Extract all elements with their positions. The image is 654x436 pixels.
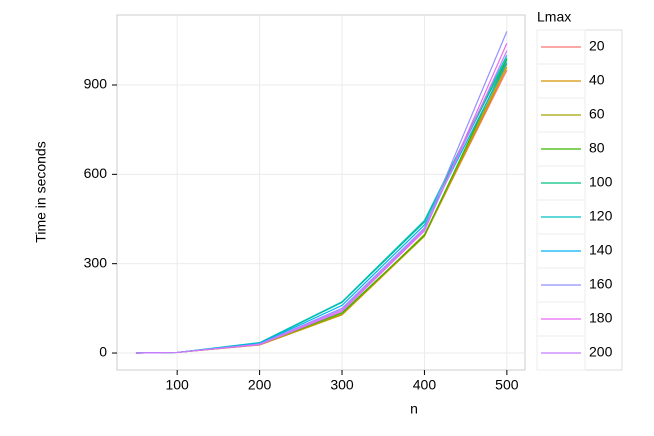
x-tick-label: 200: [248, 377, 272, 393]
panel: [116, 14, 526, 371]
y-tick-label: 900: [84, 76, 108, 92]
y-axis-title: Time in seconds: [33, 141, 49, 242]
y-tick-label: 300: [84, 254, 108, 270]
legend-label: 20: [589, 38, 605, 54]
x-tick-label: 400: [413, 377, 437, 393]
x-tick-label: 500: [495, 377, 519, 393]
legend-label: 200: [589, 344, 613, 360]
x-tick-label: 100: [165, 377, 189, 393]
legend-label: 160: [589, 276, 613, 292]
legend-label: 80: [589, 140, 605, 156]
legend-label: 180: [589, 310, 613, 326]
legend-label: 60: [589, 106, 605, 122]
y-tick-label: 600: [84, 165, 108, 181]
legend-label: 140: [589, 242, 613, 258]
legend-label: 40: [589, 72, 605, 88]
x-axis-title: n: [410, 401, 418, 417]
series-line: [135, 50, 508, 354]
x-tick-label: 300: [330, 377, 354, 393]
y-tick-label: 0: [99, 344, 107, 360]
legend-label: 100: [589, 174, 613, 190]
legend-title: Lmax: [537, 9, 571, 25]
legend-label: 120: [589, 208, 613, 224]
